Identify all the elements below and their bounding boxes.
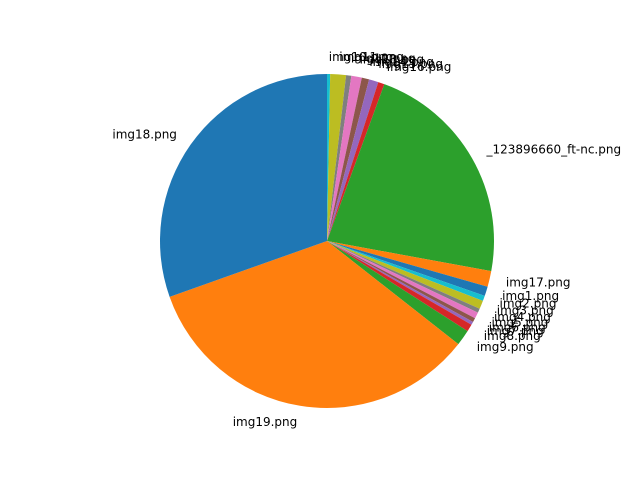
pie-slice-label-12: img4.png: [494, 310, 551, 324]
pie-slice-8: [327, 241, 492, 287]
pie-slice-14: [327, 241, 476, 323]
pie-slice-label-1: img11.png: [339, 50, 404, 64]
pie-slice-label-17: img9.png: [477, 340, 534, 354]
pie-slice-label-7: _123896660_ft-nc.png: [485, 142, 621, 156]
pie-labels: img10.pngimg11.pngimg12.pngimg13.pngimg1…: [112, 50, 621, 429]
pie-slice-label-19: img18.png: [112, 128, 177, 142]
pie-slice-label-4: img14.png: [369, 55, 434, 69]
pie-slice-label-0: img10.png: [329, 50, 394, 64]
pie-slice-1: [327, 74, 347, 241]
pie-slice-19: [159, 74, 327, 297]
pie-slice-7: [327, 84, 494, 272]
pie-slice-label-9: img1.png: [502, 289, 559, 303]
pie-slice-0: [327, 73, 331, 241]
pie-slice-12: [327, 241, 480, 313]
pie-slice-10: [327, 241, 485, 301]
pie-slice-label-14: img6.png: [489, 321, 546, 335]
pie-slice-label-3: img13.png: [360, 53, 425, 67]
pie-slice-9: [327, 241, 488, 296]
pie-slice-16: [327, 241, 472, 332]
pie-slice-5: [327, 79, 379, 242]
pie-slice-label-6: img16.png: [387, 60, 452, 74]
pie-slice-label-5: img15.png: [378, 57, 443, 71]
pie-slice-13: [327, 241, 478, 319]
pie-slice-4: [327, 77, 370, 242]
pie-slice-2: [327, 75, 352, 241]
pie-slice-label-13: img5.png: [491, 315, 548, 329]
pie-slice-15: [327, 241, 474, 325]
pie-slice-6: [327, 82, 385, 241]
pie-slices: [159, 73, 494, 409]
pie-slice-label-10: img2.png: [500, 297, 557, 311]
pie-slice-label-18: img19.png: [233, 415, 298, 429]
pie-slice-18: [169, 241, 459, 409]
pie-slice-17: [327, 241, 468, 345]
pie-slice-label-8: img17.png: [506, 275, 571, 289]
pie-slice-label-16: img8.png: [484, 329, 541, 343]
pie-slice-3: [327, 75, 362, 241]
pie-slice-label-15: img7.png: [487, 324, 544, 338]
pie-slice-11: [327, 241, 483, 309]
pie-slice-label-11: img3.png: [497, 304, 554, 318]
pie-slice-label-2: img12.png: [351, 51, 416, 65]
